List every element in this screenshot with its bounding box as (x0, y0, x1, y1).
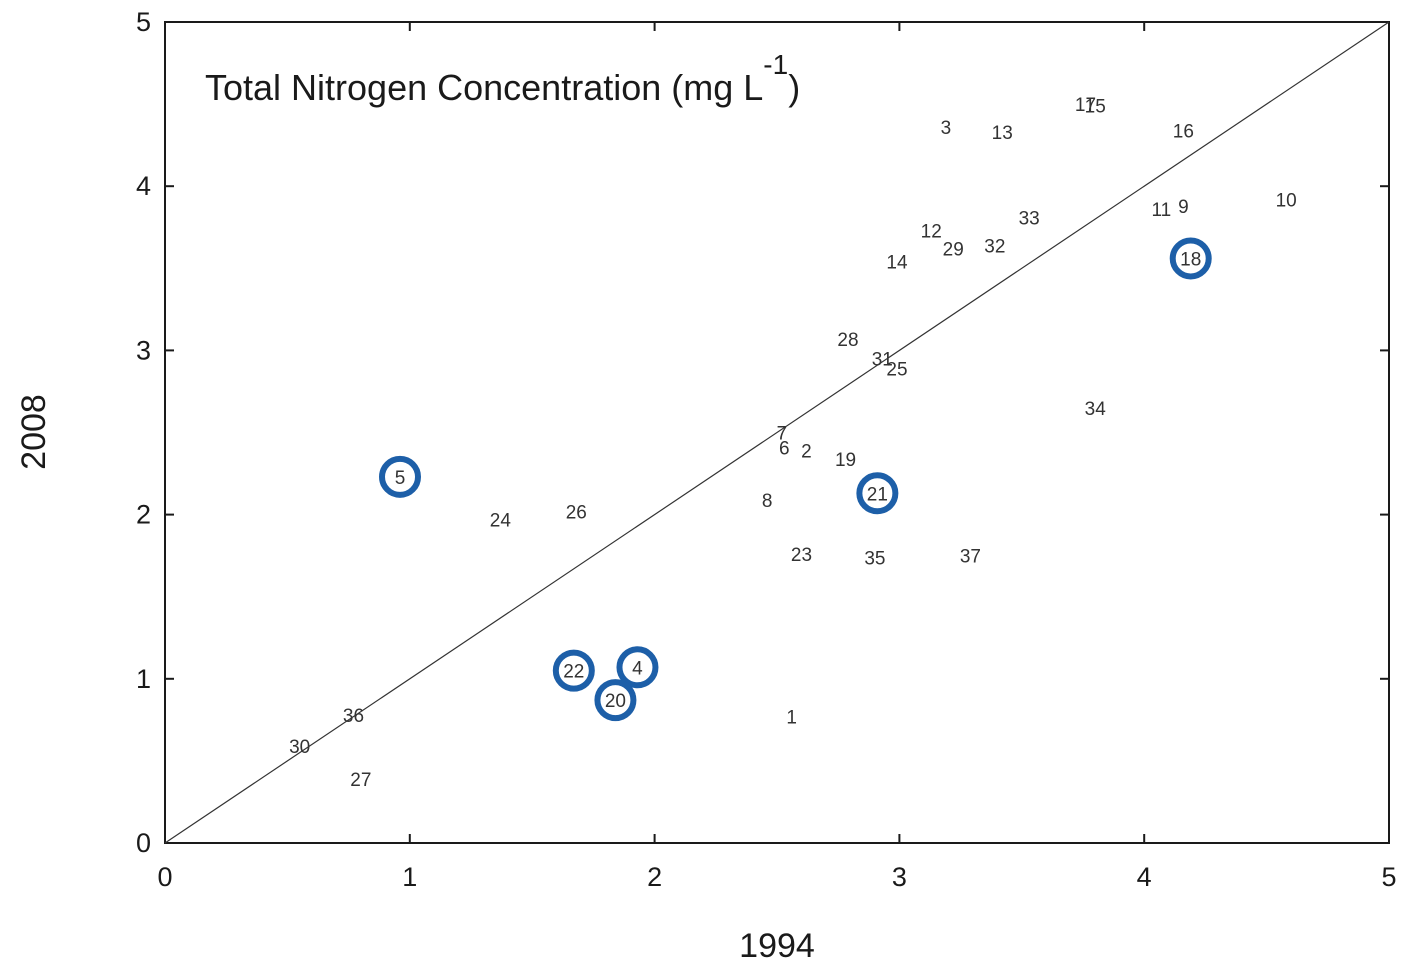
point-label: 25 (886, 359, 907, 380)
point-label: 37 (960, 547, 981, 568)
point-label: 21 (867, 484, 888, 505)
y-tick-label: 3 (136, 335, 151, 365)
y-tick-label: 2 (136, 500, 151, 530)
point-label: 4 (632, 658, 643, 679)
point-label: 32 (984, 236, 1005, 257)
y-tick-label: 5 (136, 7, 151, 37)
point-label: 8 (762, 491, 773, 512)
point-label: 26 (566, 502, 587, 523)
point-label: 14 (886, 253, 908, 274)
point-label: 17 (1075, 95, 1096, 116)
point-label: 31 (872, 350, 893, 371)
chart-title-text: Total Nitrogen Concentration (mg L-1) (205, 49, 800, 108)
highlight-ring (856, 472, 899, 515)
highlight-ring (379, 455, 422, 498)
point-label: 2 (801, 442, 812, 463)
point-label: 23 (791, 545, 812, 566)
point-label: 5 (395, 468, 406, 489)
x-tick-label: 2 (647, 862, 662, 892)
point-label: 1 (786, 708, 797, 729)
x-tick-label: 3 (892, 862, 907, 892)
highlight-ring (1169, 237, 1212, 280)
point-label: 36 (343, 706, 364, 727)
x-tick-label: 4 (1137, 862, 1152, 892)
x-axis-title: 1994 (739, 927, 815, 964)
point-label: 28 (837, 330, 858, 351)
reference-line-layer (164, 21, 1390, 844)
y-tick-label: 0 (136, 828, 151, 858)
highlight-ring (552, 649, 595, 692)
y-tick-label: 4 (136, 171, 151, 201)
point-label: 7 (777, 424, 788, 445)
point-label: 3 (941, 118, 952, 139)
y-tick-label: 1 (136, 664, 151, 694)
chart-title: Total Nitrogen Concentration (mg L-1) (205, 49, 800, 108)
point-label: 15 (1085, 97, 1106, 118)
x-tick-label: 1 (402, 862, 417, 892)
plot-frame (164, 21, 1390, 844)
point-label: 12 (921, 222, 942, 243)
point-label: 16 (1173, 121, 1194, 142)
point-label: 34 (1085, 399, 1107, 420)
point-label: 22 (563, 662, 584, 683)
point-label: 30 (289, 737, 310, 758)
point-label: 24 (490, 511, 512, 532)
point-label: 19 (835, 450, 856, 471)
point-label: 33 (1019, 208, 1040, 229)
highlight-ring (616, 646, 659, 689)
point-label: 35 (864, 548, 885, 569)
highlight-ring (594, 679, 637, 722)
point-label: 10 (1276, 190, 1297, 211)
point-label: 18 (1180, 249, 1201, 270)
point-label: 11 (1151, 200, 1171, 221)
point-label: 13 (992, 123, 1013, 144)
point-label: 20 (605, 691, 626, 712)
point-label: 6 (779, 438, 790, 459)
point-label: 27 (350, 770, 371, 791)
point-label: 9 (1178, 197, 1189, 218)
point-label: 29 (943, 240, 964, 261)
y-axis-title: 2008 (15, 394, 53, 470)
one-to-one-line (164, 21, 1390, 844)
x-tick-label: 5 (1381, 862, 1396, 892)
x-tick-label: 0 (157, 862, 172, 892)
